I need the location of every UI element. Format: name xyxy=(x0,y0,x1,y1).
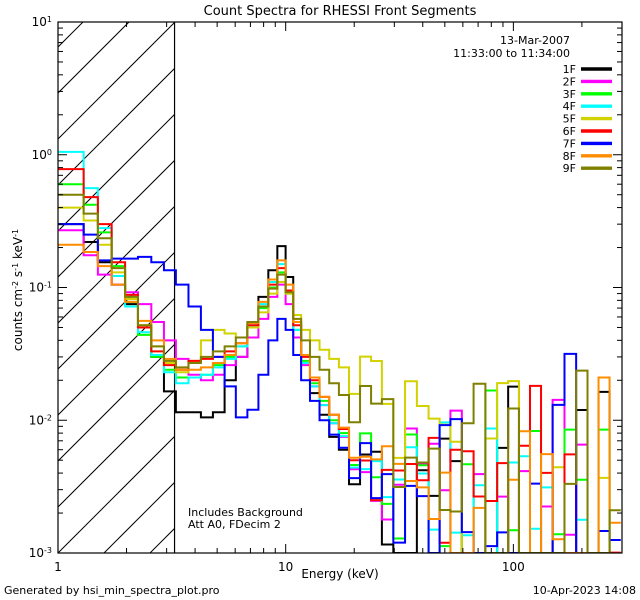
annotation-attenuator-state: Att A0, FDecim 2 xyxy=(188,518,281,531)
y-tick-label: 10-3 xyxy=(29,546,52,561)
observation-time-range: 11:33:00 to 11:34:00 xyxy=(453,47,570,60)
legend-label-5F: 5F xyxy=(563,113,576,126)
y-axis-label-sup1: -2 xyxy=(11,281,20,289)
y-axis-label-main: counts cm xyxy=(11,289,25,351)
page-title: Count Spectra for RHESSI Front Segments xyxy=(204,4,477,19)
legend-label-9F: 9F xyxy=(563,162,576,175)
legend-label-8F: 8F xyxy=(563,150,576,163)
y-tick-label: 10-1 xyxy=(29,280,52,295)
series-line-4F xyxy=(58,150,621,553)
x-tick-label: 10 xyxy=(278,560,293,574)
data-series-group xyxy=(58,150,621,553)
x-axis-label: Energy (keV) xyxy=(301,567,378,581)
y-axis-label-sup2: -1 xyxy=(11,263,20,271)
y-axis-label-mid2: keV xyxy=(11,236,25,263)
footer-generator: Generated by hsi_min_spectra_plot.pro xyxy=(4,584,220,597)
plot-frame xyxy=(57,21,623,554)
x-tick-label: 1 xyxy=(54,560,62,574)
y-tick-label: 100 xyxy=(32,147,52,162)
legend-label-1F: 1F xyxy=(563,63,576,76)
legend-label-6F: 6F xyxy=(563,125,576,138)
y-tick-labels: 10-3 10-2 10-1 100 101 xyxy=(29,15,52,561)
series-line-5F xyxy=(58,206,621,553)
y-tick-label: 101 xyxy=(32,15,52,30)
series-line-9F xyxy=(58,193,621,553)
series-line-7F xyxy=(58,223,621,553)
x-tick-labels: 1 10 100 xyxy=(54,560,525,574)
x-tick-label: 100 xyxy=(502,560,525,574)
observation-date: 13-Mar-2007 xyxy=(500,34,570,47)
legend-label-3F: 3F xyxy=(563,88,576,101)
legend-label-4F: 4F xyxy=(563,100,576,113)
y-axis-label-sup3: -1 xyxy=(11,229,20,237)
legend-label-7F: 7F xyxy=(563,137,576,150)
svg-text:counts cm-2 s-1 keV-1: counts cm-2 s-1 keV-1 xyxy=(11,229,26,351)
y-axis-label-mid1: s xyxy=(11,271,25,281)
y-axis-label: counts cm-2 s-1 keV-1 xyxy=(11,229,26,351)
legend-label-2F: 2F xyxy=(563,75,576,88)
footer-timestamp: 10-Apr-2023 14:08 xyxy=(533,584,636,597)
y-tick-label: 10-2 xyxy=(29,413,52,428)
annotation-includes-background: Includes Background xyxy=(188,506,303,519)
hatched-lowenergy-region xyxy=(58,22,176,553)
